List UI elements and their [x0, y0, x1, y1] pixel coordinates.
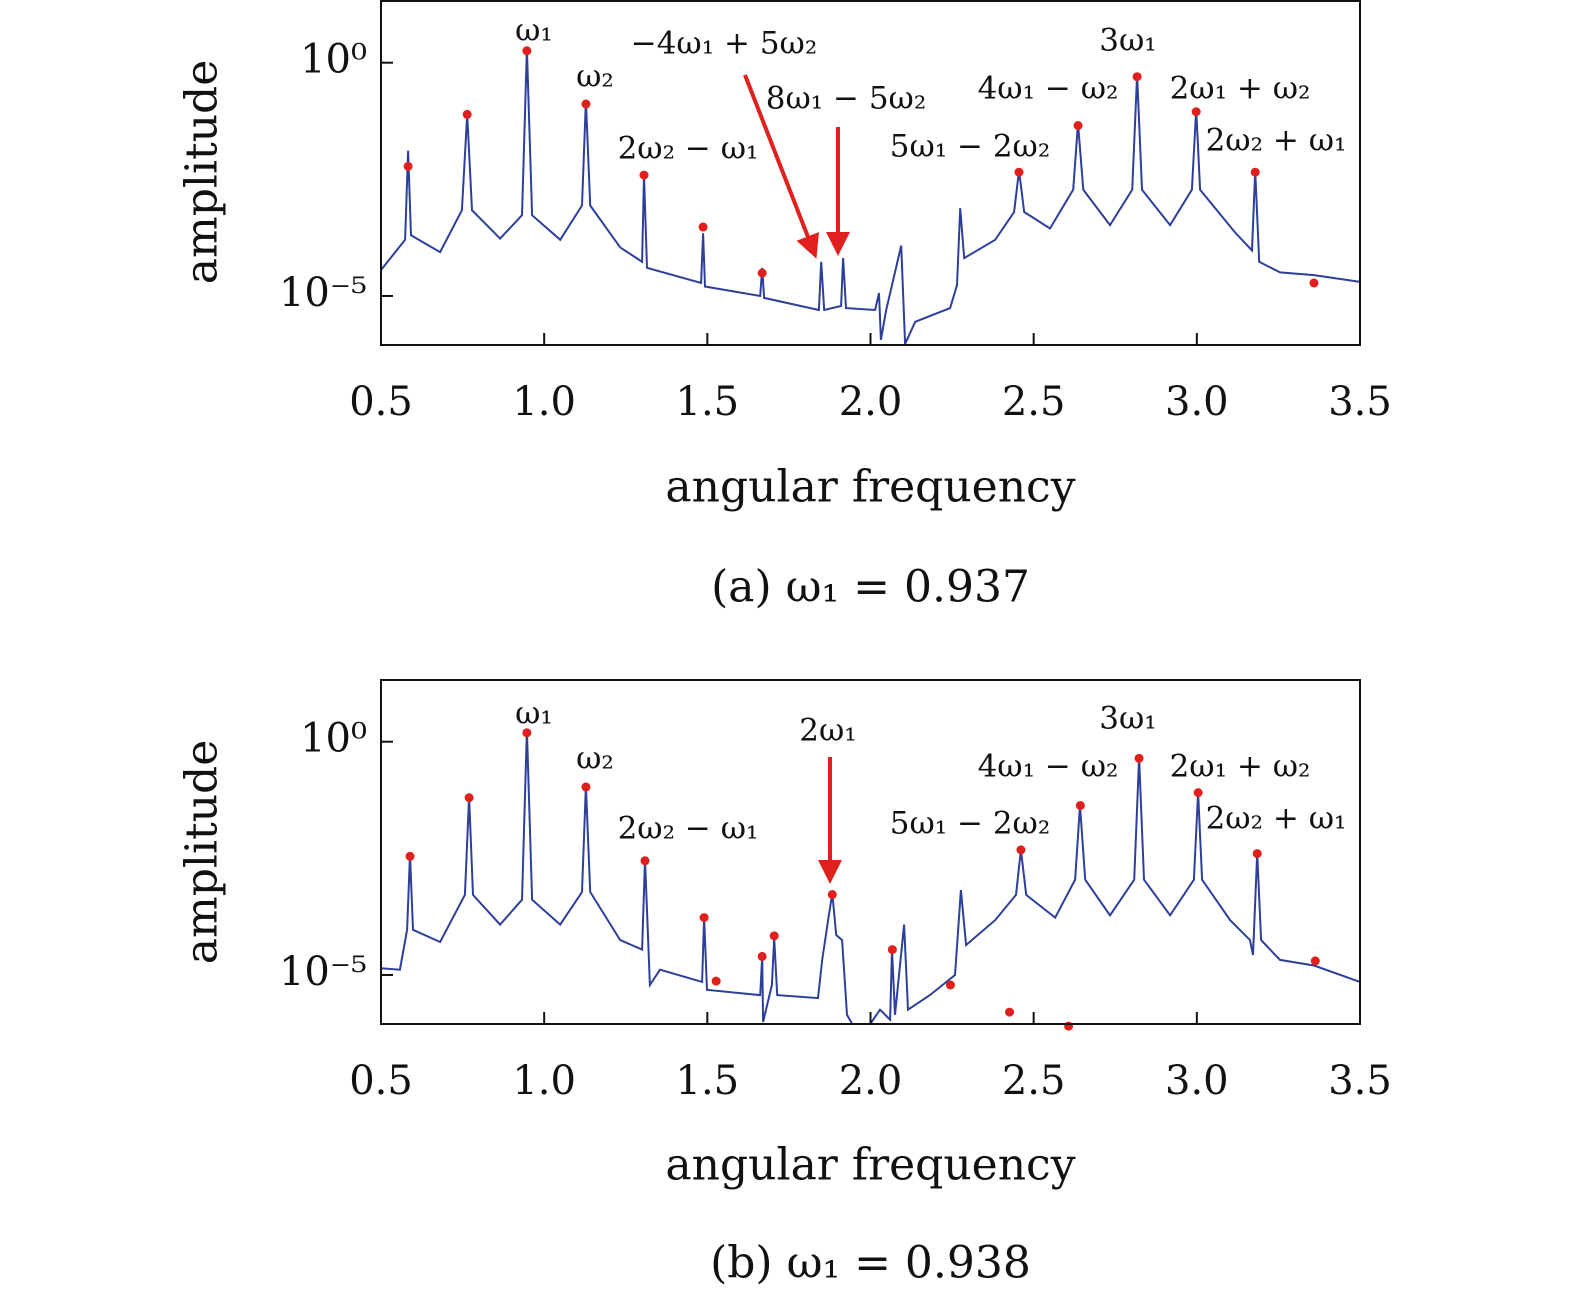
- peak-marker: [462, 109, 472, 119]
- peak-marker: [464, 793, 474, 803]
- peak-marker: [699, 913, 709, 923]
- peak-marker: [403, 161, 413, 171]
- peak-annotation: ω₁: [515, 13, 553, 49]
- x-axis-label: angular frequency: [665, 1140, 1075, 1191]
- peak-marker: [1252, 849, 1262, 859]
- x-tick-label: 1.5: [676, 1058, 740, 1104]
- peak-marker: [698, 222, 708, 232]
- peak-marker: [1132, 72, 1142, 82]
- peak-marker: [639, 170, 649, 180]
- y-tick-label: 10⁰: [300, 37, 367, 83]
- y-axis-label: amplitude: [177, 60, 228, 285]
- peak-marker: [757, 951, 767, 961]
- peak-annotation: 2ω₁ + ω₂: [1170, 749, 1311, 785]
- spectrum-line: [380, 729, 1361, 1025]
- y-tick-label: 10⁻⁵: [279, 270, 367, 316]
- peak-marker: [1073, 121, 1083, 131]
- peak-marker: [1193, 788, 1203, 798]
- peak-marker: [887, 945, 897, 955]
- caption: (b) ω₁ = 0.938: [710, 1238, 1031, 1289]
- x-tick-label: 2.5: [1002, 1058, 1066, 1104]
- x-tick-label: 3.0: [1165, 379, 1229, 425]
- x-tick-label: 1.0: [512, 379, 576, 425]
- peak-marker: [522, 46, 532, 56]
- x-tick-label: 3.5: [1328, 1058, 1392, 1104]
- peak-annotation: 5ω₁ − 2ω₂: [890, 129, 1051, 165]
- x-tick-label: 2.0: [839, 379, 903, 425]
- x-tick-label: 2.0: [839, 1058, 903, 1104]
- x-tick-label: 1.0: [512, 1058, 576, 1104]
- peak-marker: [827, 890, 837, 900]
- x-tick-label: 0.5: [349, 1058, 413, 1104]
- peak-annotation: 4ω₁ − ω₂: [978, 749, 1119, 785]
- peak-annotation: ω₂: [576, 59, 614, 95]
- peak-annotation: 3ω₁: [1099, 23, 1156, 59]
- peak-annotation: 5ω₁ − 2ω₂: [890, 806, 1051, 842]
- peak-marker: [1134, 753, 1144, 763]
- x-tick-label: 3.5: [1328, 379, 1392, 425]
- peak-marker: [1250, 167, 1260, 177]
- peak-marker: [1005, 1007, 1015, 1017]
- peak-marker: [1309, 278, 1319, 288]
- y-tick-label: 10⁻⁵: [279, 949, 367, 995]
- x-tick-label: 2.5: [1002, 379, 1066, 425]
- peak-marker: [769, 931, 779, 941]
- peak-annotation: 3ω₁: [1099, 701, 1156, 737]
- peak-marker: [1016, 845, 1026, 855]
- x-axis-label: angular frequency: [665, 462, 1075, 513]
- peak-annotation: ω₂: [576, 741, 614, 777]
- peak-marker: [1075, 800, 1085, 810]
- spectrum-line: [380, 48, 1361, 345]
- peak-annotation: ω₁: [515, 696, 553, 732]
- peak-annotation: 2ω₂ − ω₁: [618, 811, 759, 847]
- peak-marker: [757, 268, 767, 278]
- peak-marker: [1310, 956, 1320, 966]
- arrow: [743, 74, 819, 259]
- x-tick-label: 0.5: [349, 379, 413, 425]
- peak-marker: [1014, 167, 1024, 177]
- x-tick-label: 3.0: [1165, 1058, 1229, 1104]
- peak-marker: [711, 976, 721, 986]
- peak-marker: [581, 782, 591, 792]
- peak-annotation: 4ω₁ − ω₂: [978, 71, 1119, 107]
- peak-marker: [640, 856, 650, 866]
- peak-marker: [945, 980, 955, 990]
- peak-marker: [1191, 107, 1201, 117]
- x-tick-label: 1.5: [676, 379, 740, 425]
- peak-annotation: −4ω₁ + 5ω₂: [631, 26, 818, 62]
- peak-marker: [522, 728, 532, 738]
- peak-annotation: 2ω₁: [799, 713, 856, 749]
- peak-annotation: 2ω₂ − ω₁: [618, 131, 759, 167]
- peak-annotation: 2ω₂ + ω₁: [1206, 801, 1347, 837]
- peak-marker: [405, 851, 415, 861]
- peak-marker: [581, 99, 591, 109]
- peak-annotation: 2ω₂ + ω₁: [1206, 123, 1347, 159]
- y-axis-label: amplitude: [177, 740, 228, 965]
- peak-annotation: 8ω₁ − 5ω₂: [766, 81, 927, 117]
- peak-annotation: 2ω₁ + ω₂: [1170, 71, 1311, 107]
- caption: (a) ω₁ = 0.937: [711, 562, 1030, 613]
- y-tick-label: 10⁰: [300, 716, 367, 762]
